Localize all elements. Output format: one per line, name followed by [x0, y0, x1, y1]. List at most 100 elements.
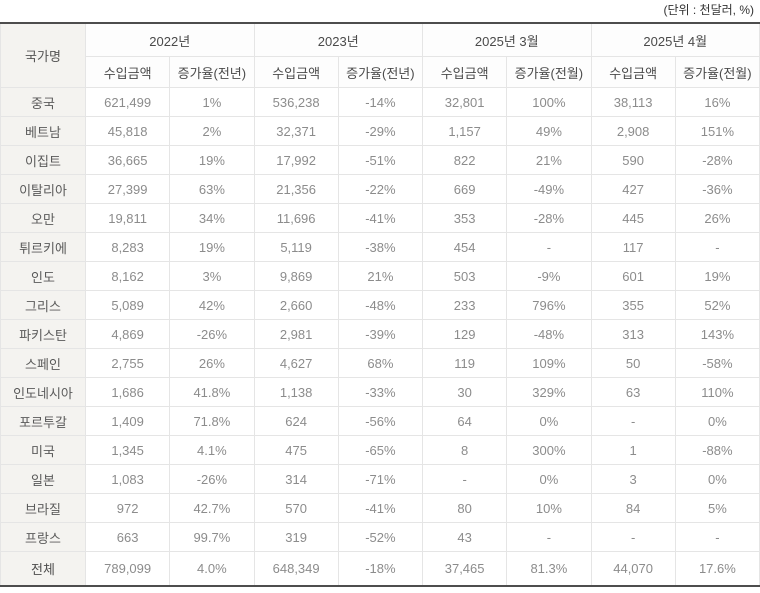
value-cell: 570	[253, 493, 339, 523]
value-cell: 427	[590, 174, 676, 204]
country-name: 인도네시아	[0, 377, 86, 407]
total-row: 전체 789,099 4.0% 648,349 -18% 37,465 81.3% 44,0…	[0, 551, 760, 587]
value-cell: 0%	[506, 464, 592, 494]
table-row: 인도 8,162 3% 9,869 21% 503 -9% 601 19%	[0, 261, 760, 291]
value-cell: 2,981	[253, 319, 339, 349]
country-name: 스페인	[0, 348, 86, 378]
value-cell: 49%	[506, 116, 592, 146]
value-cell: 17,992	[253, 145, 339, 175]
value-cell: -28%	[506, 203, 592, 233]
value-cell: 8,283	[84, 232, 171, 262]
table-row: 베트남 45,818 2% 32,371 -29% 1,157 49% 2,908 151%	[0, 116, 760, 146]
value-cell: 42%	[169, 290, 255, 320]
value-cell: 0%	[506, 406, 592, 436]
value-cell: -88%	[674, 435, 760, 465]
table-row: 스페인 2,755 26% 4,627 68% 119 109% 50 -58%	[0, 348, 760, 378]
value-cell: 19%	[169, 145, 255, 175]
value-cell: 1	[590, 435, 676, 465]
col-group-2022: 2022년	[85, 22, 255, 57]
value-cell: 1,686	[84, 377, 171, 407]
value-cell: 21,356	[253, 174, 339, 204]
value-cell: 110%	[674, 377, 760, 407]
value-cell: 21%	[337, 261, 424, 291]
total-value-cell: 44,070	[590, 551, 676, 587]
country-name: 인도	[0, 261, 86, 291]
value-cell: 8,162	[84, 261, 171, 291]
country-name: 이탈리아	[0, 174, 86, 204]
total-value-cell: 37,465	[421, 551, 508, 587]
value-cell: 63	[590, 377, 676, 407]
value-cell: 1,157	[421, 116, 508, 146]
country-name: 파키스탄	[0, 319, 86, 349]
value-cell: 3%	[169, 261, 255, 291]
value-cell: 8	[421, 435, 508, 465]
table-row: 이탈리아 27,399 63% 21,356 -22% 669 -49% 427 -36%	[0, 174, 760, 204]
value-cell: -	[590, 522, 676, 552]
subheader-import-amount: 수입금액	[253, 56, 339, 88]
value-cell: 16%	[674, 87, 760, 117]
value-cell: -33%	[337, 377, 424, 407]
value-cell: 445	[590, 203, 676, 233]
table-row: 중국 621,499 1% 536,238 -14% 32,801 100% 38,113 16…	[0, 87, 760, 117]
value-cell: -52%	[337, 522, 424, 552]
value-cell: -58%	[674, 348, 760, 378]
value-cell: 45,818	[84, 116, 171, 146]
value-cell: -41%	[337, 203, 424, 233]
value-cell: 30	[421, 377, 508, 407]
value-cell: 353	[421, 203, 508, 233]
value-cell: -	[421, 464, 508, 494]
value-cell: 32,801	[421, 87, 508, 117]
value-cell: -	[506, 522, 592, 552]
value-cell: 3	[590, 464, 676, 494]
table-row: 인도네시아 1,686 41.8% 1,138 -33% 30 329% 63 110%	[0, 377, 760, 407]
subheader-import-amount: 수입금액	[84, 56, 171, 88]
value-cell: 42.7%	[169, 493, 255, 523]
value-cell: 99.7%	[169, 522, 255, 552]
value-cell: -38%	[337, 232, 424, 262]
table-row: 파키스탄 4,869 -26% 2,981 -39% 129 -48% 313 143%	[0, 319, 760, 349]
value-cell: 27,399	[84, 174, 171, 204]
value-cell: 1,345	[84, 435, 171, 465]
table-row: 튀르키에 8,283 19% 5,119 -38% 454-117-	[0, 232, 760, 262]
table-header: 국가명 2022년 2023년 2025년 3월 2025년 4월 수입금액 증…	[0, 22, 760, 88]
subheader-growth-rate: 증가율(전년)	[337, 56, 424, 88]
value-cell: 68%	[337, 348, 424, 378]
value-cell: -26%	[169, 464, 255, 494]
value-cell: -36%	[674, 174, 760, 204]
value-cell: -56%	[337, 406, 424, 436]
unit-label: (단위 : 천달러, %)	[663, 3, 754, 17]
value-cell: 5,089	[84, 290, 171, 320]
total-value-cell: 81.3%	[506, 551, 592, 587]
value-cell: 64	[421, 406, 508, 436]
subheader-import-amount: 수입금액	[421, 56, 508, 88]
value-cell: 119	[421, 348, 508, 378]
value-cell: 84	[590, 493, 676, 523]
value-cell: 117	[590, 232, 676, 262]
value-cell: 2,908	[590, 116, 676, 146]
value-cell: -	[674, 522, 760, 552]
country-name: 베트남	[0, 116, 86, 146]
value-cell: 1,083	[84, 464, 171, 494]
value-cell: 329%	[506, 377, 592, 407]
value-cell: 621,499	[84, 87, 171, 117]
import-stats-table: 국가명 2022년 2023년 2025년 3월 2025년 4월 수입금액 증…	[0, 22, 760, 587]
value-cell: -9%	[506, 261, 592, 291]
value-cell: 50	[590, 348, 676, 378]
value-cell: 1%	[169, 87, 255, 117]
subheader-growth-rate: 증가율(전년)	[169, 56, 255, 88]
value-cell: 100%	[506, 87, 592, 117]
value-cell: 109%	[506, 348, 592, 378]
header-sub-row: 수입금액 증가율(전년) 수입금액 증가율(전년) 수입금액 증가율(전월) 수…	[1, 56, 760, 88]
subheader-growth-rate: 증가율(전월)	[506, 56, 592, 88]
subheader-import-amount: 수입금액	[590, 56, 676, 88]
table-row: 일본 1,083 -26% 314 -71% -0% 3 0%	[0, 464, 760, 494]
value-cell: 11,696	[253, 203, 339, 233]
col-group-2025-03: 2025년 3월	[422, 22, 592, 57]
country-name: 중국	[0, 87, 86, 117]
value-cell: 21%	[506, 145, 592, 175]
value-cell: 5,119	[253, 232, 339, 262]
value-cell: 1,138	[253, 377, 339, 407]
value-cell: -	[506, 232, 592, 262]
value-cell: -	[590, 406, 676, 436]
value-cell: 151%	[674, 116, 760, 146]
